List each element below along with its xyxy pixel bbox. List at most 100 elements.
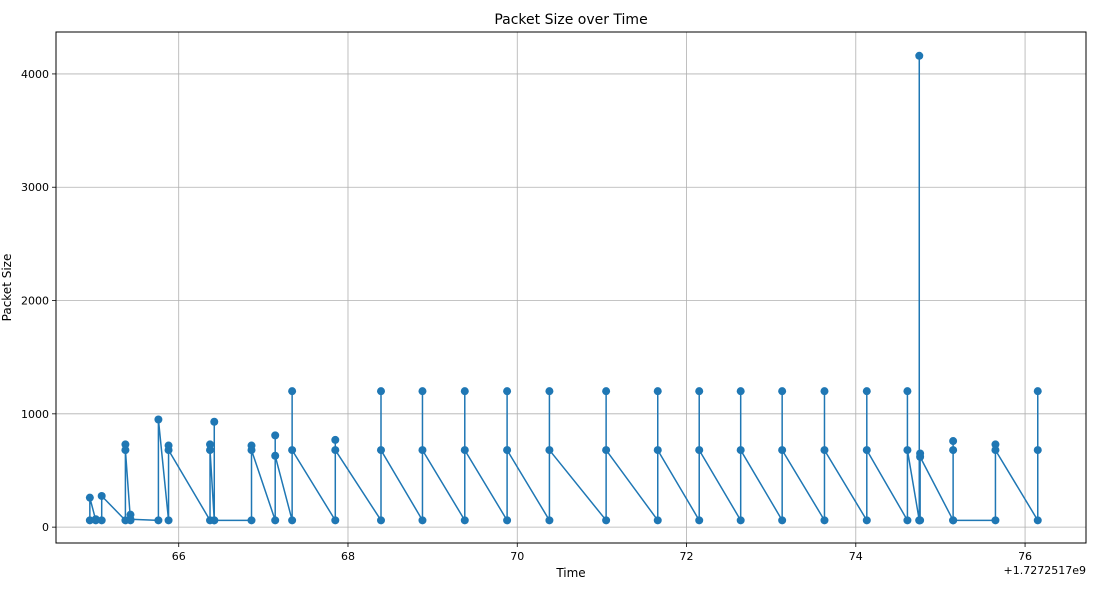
data-layer — [85, 51, 1042, 525]
y-tick-label: 2000 — [21, 295, 49, 308]
data-point — [376, 387, 385, 396]
x-tick-label: 68 — [341, 550, 355, 563]
data-point — [154, 516, 163, 525]
data-point — [1033, 446, 1042, 455]
data-point — [154, 415, 163, 424]
x-tick-label: 72 — [680, 550, 694, 563]
data-point — [736, 446, 745, 455]
data-point — [418, 516, 427, 525]
data-point — [288, 387, 297, 396]
data-point — [949, 437, 958, 446]
data-point — [85, 493, 94, 502]
plot-frame — [55, 31, 1087, 544]
data-point — [653, 516, 662, 525]
data-point — [503, 446, 512, 455]
data-point — [915, 51, 924, 60]
data-point — [545, 446, 554, 455]
data-point — [949, 516, 958, 525]
data-point — [820, 446, 829, 455]
data-point — [331, 446, 340, 455]
data-point — [247, 516, 256, 525]
data-point — [778, 516, 787, 525]
y-tick-label: 3000 — [21, 181, 49, 194]
data-point — [331, 435, 340, 444]
data-point — [247, 446, 256, 455]
data-point — [991, 440, 1000, 449]
data-point — [736, 516, 745, 525]
data-point — [503, 516, 512, 525]
data-point — [545, 387, 554, 396]
data-point — [602, 446, 611, 455]
data-point — [121, 446, 130, 455]
data-point — [460, 387, 469, 396]
data-point — [602, 516, 611, 525]
data-point — [903, 387, 912, 396]
data-point — [418, 446, 427, 455]
data-point — [949, 446, 958, 455]
data-point — [418, 387, 427, 396]
data-point — [695, 516, 704, 525]
data-point — [121, 440, 130, 449]
y-axis-label: Packet Size — [0, 254, 14, 322]
data-point — [545, 516, 554, 525]
data-point — [862, 387, 871, 396]
data-point — [602, 387, 611, 396]
data-point — [206, 446, 215, 455]
data-point — [862, 446, 871, 455]
data-point — [271, 516, 280, 525]
y-tick-label: 4000 — [21, 68, 49, 81]
data-point — [903, 446, 912, 455]
data-point — [210, 516, 219, 525]
data-point — [331, 516, 340, 525]
series-line — [89, 55, 1039, 522]
data-point — [653, 446, 662, 455]
data-point — [991, 516, 1000, 525]
ticks: 66 68 70 72 74 76 0 1000 2000 3000 4000 — [21, 68, 1032, 563]
x-tick-label: 70 — [510, 550, 524, 563]
data-point — [164, 516, 173, 525]
data-point — [288, 446, 297, 455]
y-tick-label: 0 — [42, 521, 49, 534]
data-point — [460, 446, 469, 455]
data-point — [653, 387, 662, 396]
data-point — [91, 515, 100, 524]
data-point — [903, 516, 912, 525]
data-point — [97, 516, 106, 525]
data-point — [778, 446, 787, 455]
data-point — [271, 451, 280, 460]
data-point — [820, 387, 829, 396]
data-point — [695, 387, 704, 396]
data-point — [820, 516, 829, 525]
data-point — [376, 446, 385, 455]
chart-title: Packet Size over Time — [494, 12, 647, 28]
data-point — [1033, 516, 1042, 525]
data-point — [126, 515, 135, 524]
data-point — [695, 446, 704, 455]
data-point — [1033, 387, 1042, 396]
x-tick-label: 74 — [849, 550, 863, 563]
data-point — [164, 446, 173, 455]
x-axis-offset-label: +1.7272517e9 — [1004, 564, 1086, 577]
data-point — [916, 516, 925, 525]
data-point — [97, 491, 106, 500]
x-axis-label: Time — [555, 566, 585, 580]
data-point — [862, 516, 871, 525]
data-point — [916, 452, 925, 461]
data-point — [460, 516, 469, 525]
data-point — [736, 387, 745, 396]
y-tick-label: 1000 — [21, 408, 49, 421]
x-tick-label: 66 — [172, 550, 186, 563]
data-point — [991, 446, 1000, 455]
data-point — [376, 516, 385, 525]
data-point — [85, 516, 94, 525]
data-point — [210, 417, 219, 426]
data-point — [271, 431, 280, 440]
data-point — [206, 440, 215, 449]
grid — [56, 32, 1086, 543]
data-point — [778, 387, 787, 396]
x-tick-label: 76 — [1018, 550, 1032, 563]
data-point — [503, 387, 512, 396]
data-point — [288, 516, 297, 525]
